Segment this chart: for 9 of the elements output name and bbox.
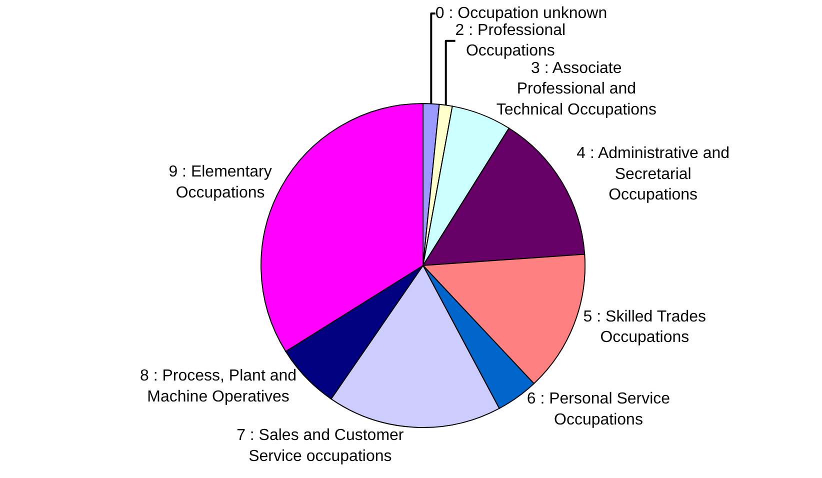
slice-label: 3 : Associate Professional and Technical Occupations xyxy=(496,60,656,118)
slice-label: 2 : Professional Occupations xyxy=(455,22,566,60)
slice-label: 8 : Process, Plant and Machine Operatives xyxy=(140,368,297,406)
slice-label: 4 : Administrative and Secretarial Occupations xyxy=(576,145,730,204)
slice-label: 0 : Occupation unknown xyxy=(435,4,608,22)
slice-label: 6 : Personal Service Occupations xyxy=(526,390,670,429)
slice-label: 5 : Skilled Trades Occupations xyxy=(583,308,706,346)
slice-label: 7 : Sales and Customer Service occupations xyxy=(236,427,404,465)
slice-label: 9 : Elementary Occupations xyxy=(168,164,272,202)
